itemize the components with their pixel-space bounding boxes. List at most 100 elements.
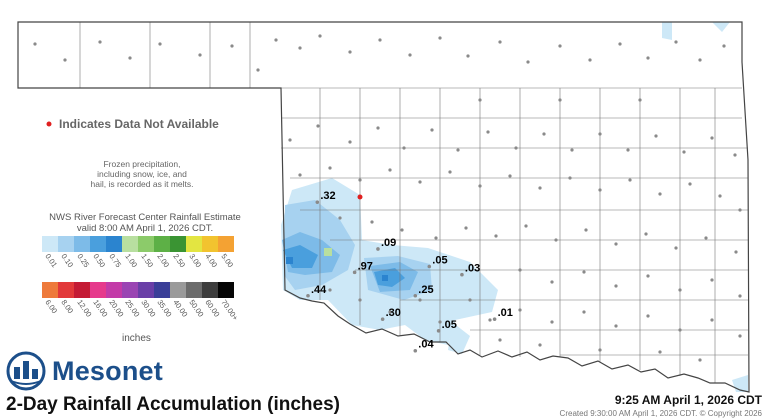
station-dot	[598, 348, 602, 352]
legend-tick-label: 8.00	[59, 298, 75, 315]
station-dot	[558, 98, 562, 102]
legend-tick-label: 70.00+	[219, 298, 240, 323]
legend-swatch	[154, 236, 170, 252]
station-dot	[464, 226, 468, 230]
station-dot	[298, 46, 302, 50]
legend-title: NWS River Forecast Center Rainfall Estim…	[30, 212, 260, 234]
station-dot	[550, 280, 554, 284]
station-dot	[644, 232, 648, 236]
station-dot	[348, 140, 352, 144]
station-dot	[584, 228, 588, 232]
legend-units-label: inches	[122, 333, 151, 344]
station-dot	[33, 42, 37, 46]
station-dot	[538, 186, 542, 190]
legend-swatch	[218, 282, 234, 298]
legend-swatch	[170, 282, 186, 298]
station-dot	[558, 44, 562, 48]
mesonet-logo-icon	[6, 351, 46, 391]
missing-data-marker-legend	[46, 121, 52, 127]
map-title: 2-Day Rainfall Accumulation (inches)	[6, 394, 340, 415]
station-dot	[598, 132, 602, 136]
legend-swatch	[106, 282, 122, 298]
frozen-note-line: Frozen precipitation,	[103, 159, 181, 169]
rainfall-value-label: .25	[418, 284, 433, 296]
station-dot	[658, 192, 662, 196]
created-note: Created 9:30:00 AM April 1, 2026 CDT. © …	[559, 409, 762, 418]
rainfall-value-label: .01	[498, 307, 513, 319]
legend-tick-label: 35.00	[155, 298, 173, 319]
station-dot	[674, 246, 678, 250]
station-marker	[492, 317, 497, 321]
legend-swatch	[106, 236, 122, 252]
station-dot	[494, 234, 498, 238]
station-marker	[380, 317, 385, 321]
station-dot	[738, 334, 742, 338]
station-dot	[388, 168, 392, 172]
legend-color-scale-row2: 6.00 8.00 12.0016.0020.0025.0030.0035.0040…	[42, 282, 240, 323]
station-dot	[658, 350, 662, 354]
station-dot	[328, 166, 332, 170]
station-dot	[638, 98, 642, 102]
station-dot	[646, 56, 650, 60]
legend-title-line: NWS River Forecast Center Rainfall Estim…	[49, 212, 241, 223]
legend-swatch	[186, 282, 202, 298]
station-marker	[436, 329, 441, 333]
station-dot	[518, 308, 522, 312]
station-dot	[486, 130, 490, 134]
legend-swatch	[170, 236, 186, 252]
rainfall-value-label: .97	[358, 260, 373, 272]
rainfall-value-label: .30	[386, 307, 401, 319]
station-dot	[498, 40, 502, 44]
station-dot	[598, 188, 602, 192]
legend-tick-label: 6.00	[43, 298, 59, 315]
station-dot	[430, 128, 434, 132]
legend-swatch	[218, 236, 234, 252]
station-marker	[460, 272, 464, 277]
station-marker	[413, 293, 418, 298]
station-dot	[734, 250, 738, 254]
missing-data-note: Indicates Data Not Available	[59, 117, 219, 131]
station-dot	[198, 53, 202, 57]
rainfall-value-labels: .32 .44 .97 .09 .05 .03 .25 .30 .05 .01 .04	[306, 190, 513, 353]
legend-swatch	[42, 236, 58, 252]
brand-name: Mesonet	[52, 356, 163, 386]
legend-tick-label: 2.50	[171, 252, 187, 269]
legend-tick-label: 50.00	[187, 298, 205, 319]
station-dot	[588, 58, 592, 62]
station-dot	[438, 320, 442, 324]
station-dot	[128, 56, 132, 60]
station-dot	[438, 36, 442, 40]
station-marker	[352, 270, 357, 275]
legend-swatch	[58, 236, 74, 252]
station-dot	[646, 314, 650, 318]
rainfall-value-label: .04	[418, 339, 434, 351]
station-dot	[738, 294, 742, 298]
station-dot	[348, 50, 352, 54]
legend-swatch	[186, 236, 202, 252]
station-dot	[678, 328, 682, 332]
station-dot	[358, 298, 362, 302]
legend-tick-label: 1.00	[123, 252, 139, 269]
legend-swatch	[138, 236, 154, 252]
station-dot	[582, 270, 586, 274]
station-dot	[468, 298, 472, 302]
station-dot	[614, 324, 618, 328]
station-dot	[256, 68, 260, 72]
legend-swatch	[90, 236, 106, 252]
station-dot	[478, 184, 482, 188]
legend-swatch	[42, 282, 58, 298]
station-dot	[568, 176, 572, 180]
station-dot	[376, 126, 380, 130]
station-dot	[518, 268, 522, 272]
rainfall-value-label: .32	[320, 190, 335, 202]
station-dot	[370, 220, 374, 224]
frozen-precip-note: Frozen precipitation, including snow, ic…	[78, 159, 206, 189]
station-marker	[315, 200, 320, 204]
station-dot	[508, 174, 512, 178]
station-dot	[63, 58, 67, 62]
station-dot	[400, 228, 404, 232]
mesonet-stations	[33, 34, 742, 362]
station-dot	[718, 194, 722, 198]
legend-tick-label: 2.00	[155, 252, 171, 269]
